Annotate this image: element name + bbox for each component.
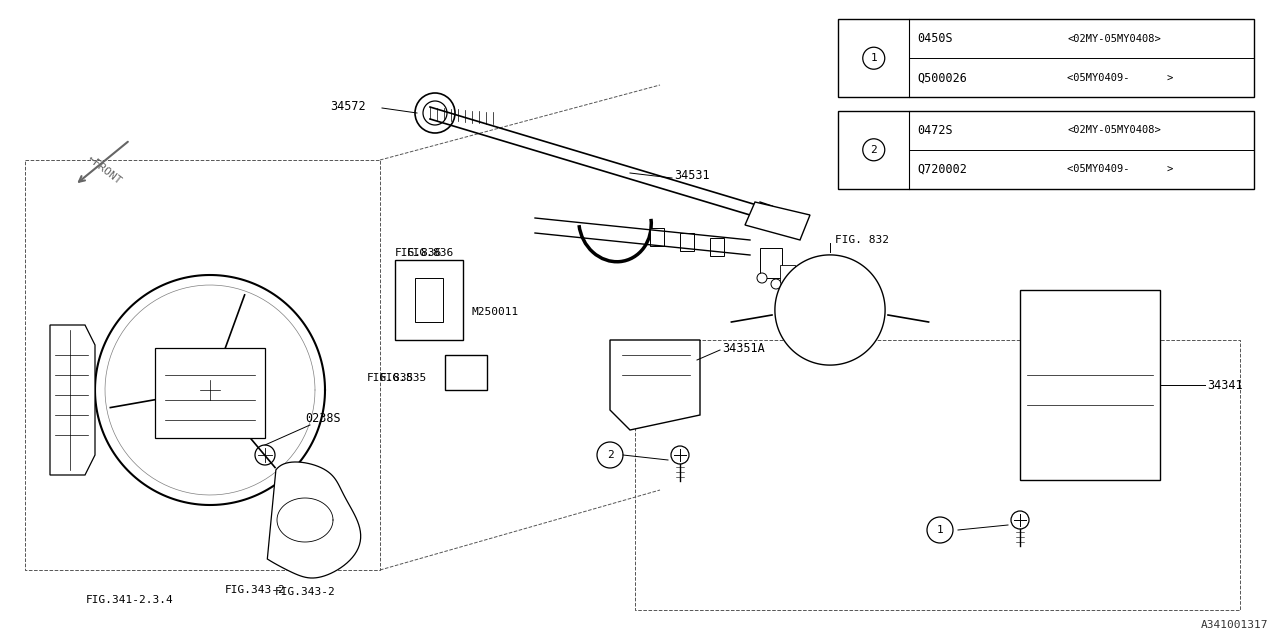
Bar	[650, 228, 664, 246]
Bar	[838, 111, 1254, 189]
Text: ←FRONT: ←FRONT	[84, 154, 123, 186]
Text: <02MY-05MY0408>: <02MY-05MY0408>	[1068, 125, 1161, 135]
Polygon shape	[268, 462, 361, 578]
Text: 34531: 34531	[675, 168, 709, 182]
Text: 0238S: 0238S	[305, 412, 340, 424]
Text: 0450S: 0450S	[918, 32, 952, 45]
Bar	[445, 355, 486, 390]
Polygon shape	[155, 348, 265, 438]
Text: FIG.343-2: FIG.343-2	[275, 587, 335, 597]
Text: 34351A: 34351A	[722, 342, 764, 355]
Circle shape	[815, 296, 845, 324]
Circle shape	[596, 442, 623, 468]
Circle shape	[634, 384, 646, 396]
Text: Q500026: Q500026	[918, 71, 966, 84]
Circle shape	[192, 372, 228, 408]
Text: FIG.836: FIG.836	[396, 248, 443, 258]
Text: Q720002: Q720002	[918, 163, 966, 176]
Circle shape	[927, 517, 954, 543]
Text: FIG.836: FIG.836	[406, 248, 453, 258]
Bar	[396, 260, 463, 340]
Text: <05MY0409-      >: <05MY0409- >	[1068, 73, 1174, 83]
Polygon shape	[611, 340, 700, 430]
Polygon shape	[1020, 290, 1160, 480]
Text: FIG.343-2: FIG.343-2	[224, 585, 285, 595]
Circle shape	[771, 279, 781, 289]
Text: 1: 1	[937, 525, 943, 535]
Polygon shape	[50, 325, 95, 475]
Circle shape	[863, 47, 884, 69]
Text: <05MY0409-      >: <05MY0409- >	[1068, 164, 1174, 174]
Circle shape	[654, 389, 666, 401]
Bar	[760, 248, 782, 278]
Bar	[780, 265, 795, 285]
Bar	[415, 278, 443, 322]
Circle shape	[200, 380, 220, 400]
Text: FIG.835: FIG.835	[380, 373, 428, 383]
Text: 34572: 34572	[330, 99, 366, 113]
Text: 34341: 34341	[1207, 378, 1243, 392]
Polygon shape	[774, 255, 884, 365]
Text: 0472S: 0472S	[918, 124, 952, 137]
Circle shape	[801, 281, 859, 339]
Bar	[1094, 345, 1130, 390]
Bar	[1034, 305, 1111, 410]
Circle shape	[756, 273, 767, 283]
Circle shape	[415, 93, 454, 133]
Text: A341001317: A341001317	[1201, 620, 1268, 630]
Text: FIG.835: FIG.835	[366, 373, 413, 383]
Circle shape	[422, 101, 447, 125]
Text: 2: 2	[607, 450, 613, 460]
Text: <02MY-05MY0408>: <02MY-05MY0408>	[1068, 34, 1161, 44]
Text: M250011: M250011	[472, 307, 520, 317]
Text: 2: 2	[870, 145, 877, 155]
Bar	[680, 233, 694, 251]
Bar	[838, 19, 1254, 97]
Text: 1: 1	[870, 53, 877, 63]
Circle shape	[255, 445, 275, 465]
Polygon shape	[745, 202, 810, 240]
Text: FIG. 832: FIG. 832	[835, 235, 890, 245]
Circle shape	[863, 139, 884, 161]
Circle shape	[1011, 511, 1029, 529]
Bar	[710, 238, 724, 256]
Circle shape	[671, 446, 689, 464]
Text: FIG.341-2.3.4: FIG.341-2.3.4	[86, 595, 174, 605]
